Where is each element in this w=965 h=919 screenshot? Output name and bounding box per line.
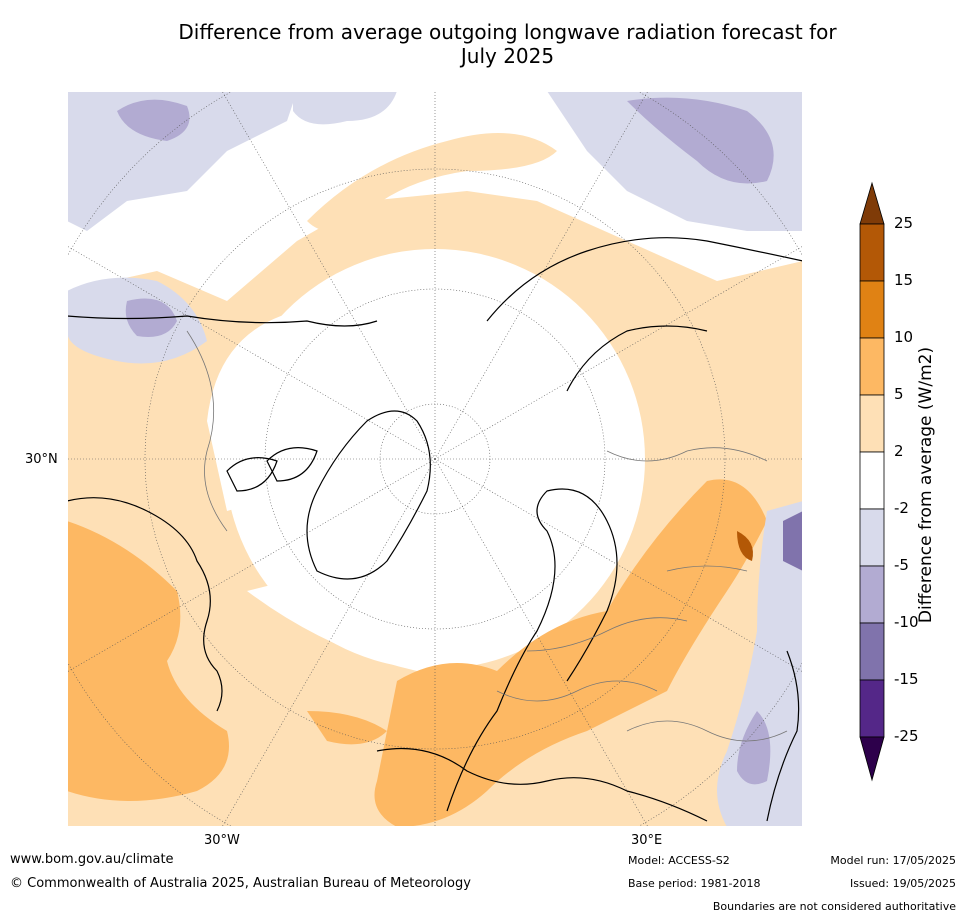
model-text: Model: ACCESS-S2 — [628, 854, 730, 867]
issued-text: Issued: 19/05/2025 — [849, 877, 956, 890]
coastlines — [67, 237, 803, 822]
neutral-atlantic — [247, 511, 607, 673]
map-border — [67, 91, 803, 827]
negative-patch-se — [737, 711, 771, 785]
colorbar-tick: 25 — [894, 214, 914, 232]
positive-core-pacific — [67, 521, 229, 801]
lon-label-30w: 30°W — [204, 833, 240, 848]
copyright-text: © Commonwealth of Australia 2025, Austra… — [10, 876, 471, 891]
colorbar-tick: -25 — [894, 727, 919, 745]
negative-core-nw — [117, 99, 190, 141]
positive-core-atlantic — [307, 711, 387, 745]
colorbar-title-text: Difference from average (W/m2) — [916, 346, 936, 624]
colorbar-tick: 2 — [894, 442, 904, 460]
negative-core-east — [783, 511, 803, 571]
base-period-text: Base period: 1981-2018 — [628, 877, 761, 890]
colorbar-top-extension — [859, 181, 885, 225]
graticule — [67, 91, 803, 827]
colorbar-tick: -15 — [894, 670, 919, 688]
colorbar-bins — [859, 223, 885, 738]
lon-label-30e: 30°E — [631, 833, 663, 848]
colorbar-tick: 15 — [894, 271, 914, 289]
polar-map — [67, 91, 803, 827]
model-run-text: Model run: 17/05/2025 — [830, 854, 956, 867]
borders — [186, 330, 788, 742]
colorbar-tick: -2 — [894, 499, 909, 517]
lat-label-30n: 30°N — [25, 452, 58, 467]
negative-patch-east — [717, 501, 803, 827]
strong-positive-spot — [737, 531, 753, 561]
neutral-north-america — [207, 291, 367, 511]
colorbar-tick: -5 — [894, 556, 909, 574]
positive-core-eurasia — [374, 479, 767, 827]
colorbar-bottom-extension — [859, 736, 885, 782]
colorbar-tick: 10 — [894, 328, 914, 346]
map-title: Difference from average outgoing longwav… — [120, 20, 895, 68]
colorbar — [859, 181, 885, 782]
title-line-2: July 2025 — [460, 44, 555, 68]
colorbar-tick: 5 — [894, 385, 904, 403]
map-svg — [67, 91, 803, 827]
disclaimer-text: Boundaries are not considered authoritat… — [712, 900, 956, 913]
positive-band-arctic — [307, 133, 557, 231]
colorbar-tick: -10 — [894, 613, 919, 631]
title-line-1: Difference from average outgoing longwav… — [178, 20, 837, 44]
website-link[interactable]: www.bom.gov.au/climate — [10, 852, 174, 867]
negative-patch-n — [293, 91, 397, 125]
negative-patch-nw — [67, 91, 297, 231]
negative-core-ne — [627, 97, 774, 184]
